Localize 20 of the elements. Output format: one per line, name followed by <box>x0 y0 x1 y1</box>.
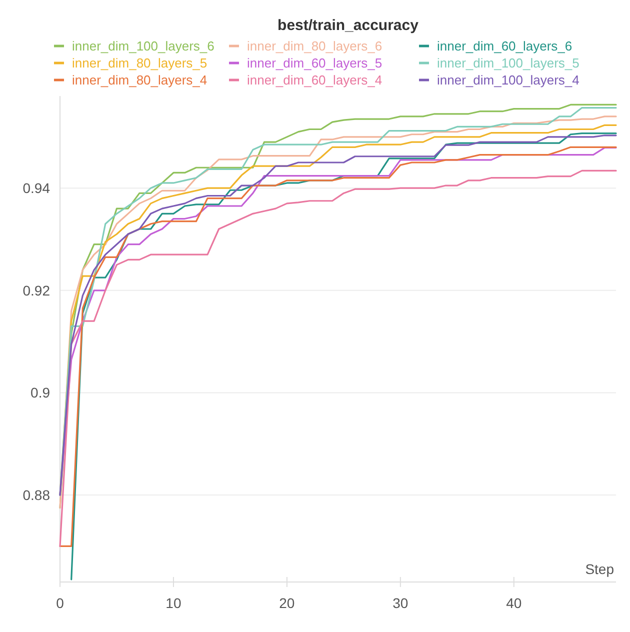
x-axis-title: Step <box>585 561 614 577</box>
legend-label: inner_dim_100_layers_4 <box>437 72 580 88</box>
y-tick-label: 0.9 <box>30 384 50 401</box>
legend-label: inner_dim_80_layers_5 <box>72 56 208 70</box>
x-tick-label: 40 <box>506 595 522 611</box>
legend-label: inner_dim_80_layers_6 <box>247 38 382 54</box>
y-tick-label: 0.94 <box>22 180 50 196</box>
legend-label: inner_dim_80_layers_4 <box>72 72 208 88</box>
chart-title: best/train_accuracy <box>278 17 420 34</box>
legend-label: inner_dim_60_layers_6 <box>437 38 572 54</box>
legend-label: inner_dim_60_layers_4 <box>247 72 382 88</box>
x-tick-label: 30 <box>392 595 408 611</box>
legend-label: inner_dim_60_layers_5 <box>247 56 382 70</box>
y-tick-label: 0.88 <box>22 487 50 504</box>
x-tick-label: 0 <box>56 595 64 611</box>
x-tick-label: 20 <box>279 595 295 611</box>
x-tick-label: 10 <box>166 595 182 611</box>
y-tick-label: 0.92 <box>22 282 50 298</box>
legend-label: inner_dim_100_layers_5 <box>437 56 580 70</box>
legend-label: inner_dim_100_layers_6 <box>72 38 214 54</box>
